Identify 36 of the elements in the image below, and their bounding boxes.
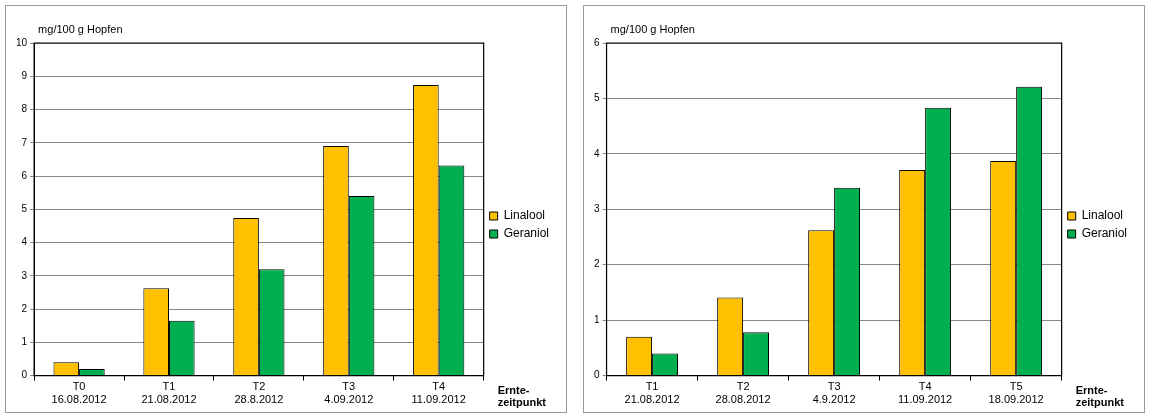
y-tick-label: 6	[21, 169, 28, 181]
y-tick-label: 1	[594, 313, 600, 325]
y-tick-label: 2	[21, 302, 28, 314]
y-tick-label: 7	[21, 136, 28, 148]
x-tick-label: T4 11.09.2012	[411, 380, 466, 406]
y-axis-title: mg/100 g Hopfen	[38, 22, 123, 35]
y-tick-label: 10	[16, 36, 28, 48]
y-tick-label: 3	[21, 269, 28, 281]
y-tick-label: 5	[594, 92, 600, 104]
y-tick-label: 1	[21, 336, 28, 348]
x-tick-label: T5 18.09.2012	[988, 380, 1044, 406]
legend-label: Linalool	[1081, 208, 1124, 223]
y-axis-title: mg/100 g Hopfen	[610, 22, 695, 35]
x-tick-label: T2 28.8.2012	[234, 380, 284, 406]
y-tick-label: 6	[594, 36, 600, 48]
y-tick-label: 9	[21, 70, 28, 82]
legend-label: Geraniol	[503, 226, 549, 241]
x-axis-title: Ernte- zeitpunkt	[1075, 384, 1125, 409]
y-tick-label: 5	[21, 203, 28, 215]
x-tick-label: T0 16.08.2012	[51, 380, 107, 406]
y-tick-label: 2	[594, 258, 600, 270]
y-tick-label: 4	[594, 147, 600, 159]
legend-label: Linalool	[503, 208, 546, 223]
y-tick-label: 4	[21, 236, 28, 248]
x-tick-label: T1 21.08.2012	[141, 380, 197, 406]
x-tick-label: T2 28.08.2012	[715, 380, 771, 406]
legend-label: Geraniol	[1081, 226, 1127, 241]
x-tick-label: T1 21.08.2012	[624, 380, 680, 406]
x-tick-label: T3 4.09.2012	[324, 380, 374, 406]
x-tick-label: T4 11.09.2012	[897, 380, 953, 406]
y-tick-label: 8	[21, 103, 28, 115]
y-tick-label: 0	[21, 369, 28, 381]
x-tick-label: T3 4.9.2012	[812, 380, 856, 406]
x-axis-title: Ernte- zeitpunkt	[497, 384, 547, 409]
y-tick-label: 3	[594, 203, 600, 215]
y-tick-label: 0	[594, 369, 600, 381]
